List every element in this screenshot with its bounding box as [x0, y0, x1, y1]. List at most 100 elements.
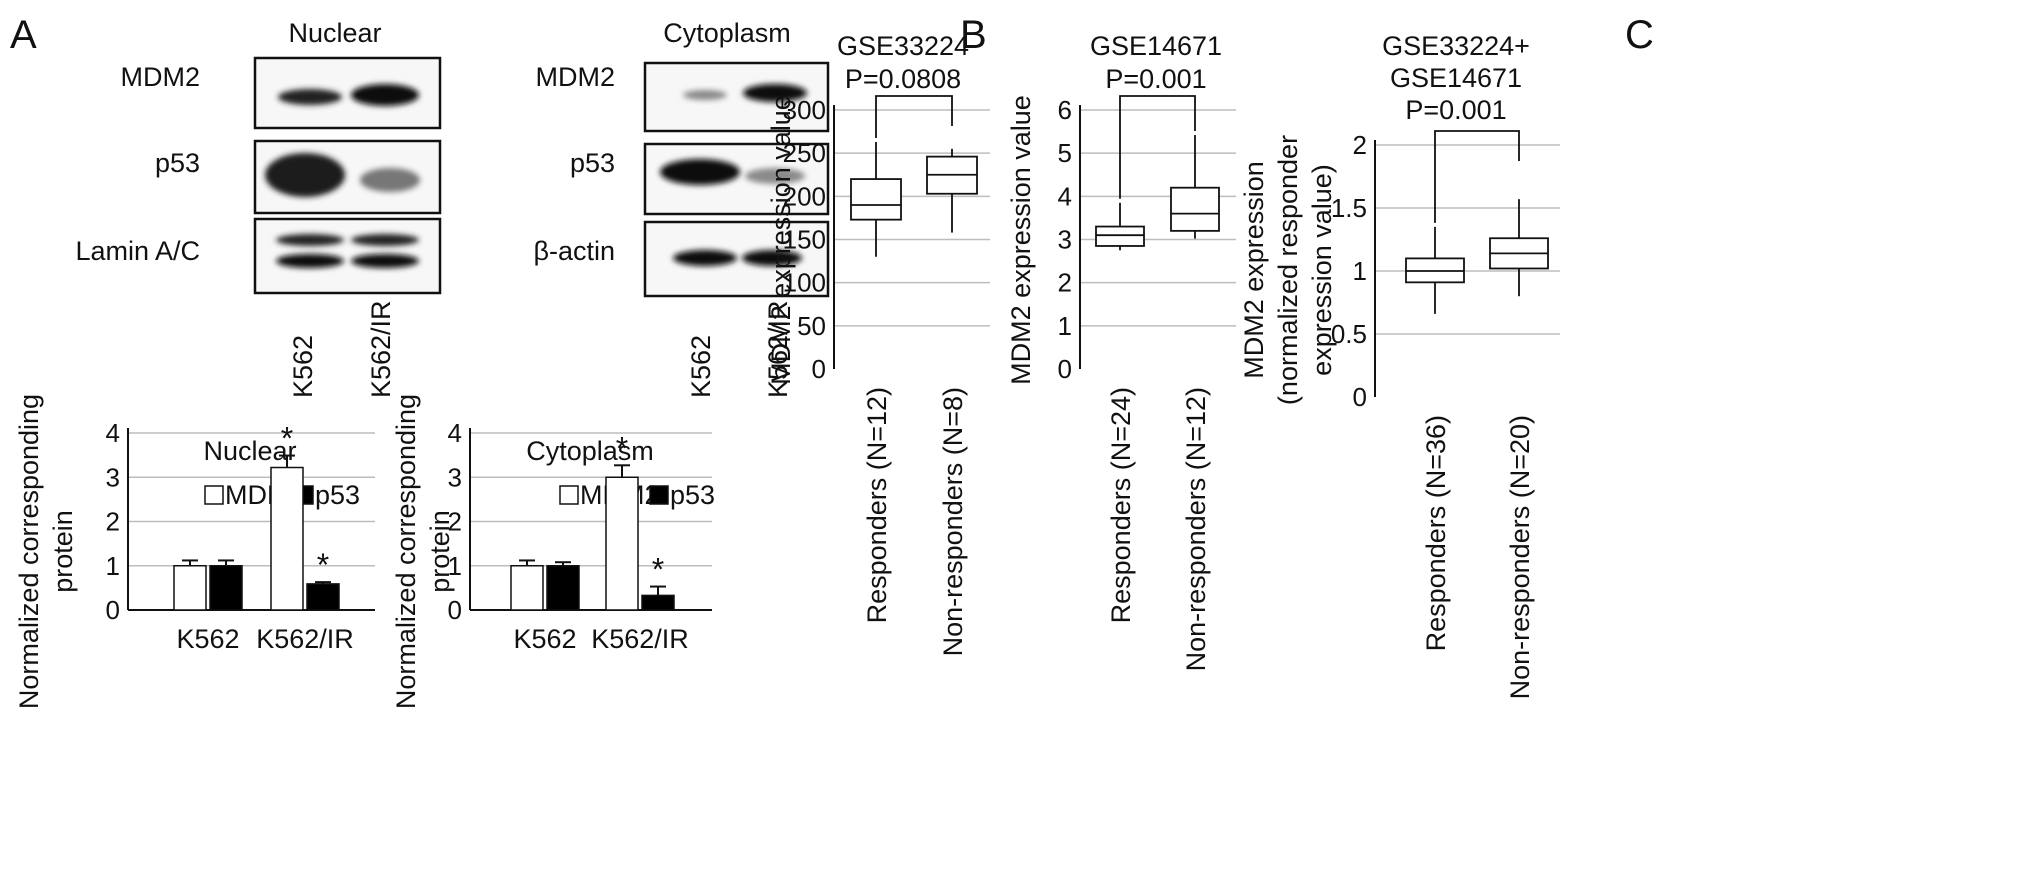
- y-axis-label-line: Normalized corresponding: [14, 394, 44, 709]
- legend-swatch: [204, 485, 224, 505]
- blot-strip: [253, 217, 442, 295]
- blot-band: [276, 254, 344, 268]
- panel-label-b: B: [960, 13, 987, 57]
- blot-band: [351, 84, 419, 106]
- bar: [306, 583, 340, 611]
- y-tick-label: 250: [783, 138, 826, 168]
- y-tick-label: 0: [1058, 354, 1072, 384]
- y-tick-label: 3: [448, 462, 462, 492]
- y-tick-label: 150: [783, 225, 826, 255]
- y-tick-label: 200: [783, 181, 826, 211]
- y-tick-label: 0: [1353, 382, 1367, 412]
- x-tick-label: K562: [513, 624, 576, 654]
- blot-band: [683, 90, 727, 100]
- significance-mark: *: [616, 430, 628, 466]
- nuclear-blot-title: Nuclear: [288, 18, 381, 48]
- charts-layer: 0 1 2 3 4 Nuclear MDM2 p53 Normalized correspond…: [14, 31, 1560, 709]
- x-tick-label: K562/IR: [256, 624, 354, 654]
- nuclear-row-label: Lamin A/C: [75, 236, 200, 266]
- blot-band: [276, 234, 344, 246]
- bar: [546, 565, 580, 611]
- chart-title: GSE33224+: [1382, 31, 1530, 61]
- chart-title: Nuclear: [203, 436, 296, 466]
- blot-band: [351, 234, 419, 246]
- blot-band: [360, 168, 420, 192]
- x-tick-label: K562: [176, 624, 239, 654]
- significance-bracket: [1434, 130, 1520, 223]
- bar: [641, 594, 675, 611]
- blot-band: [351, 254, 419, 268]
- chart-title: GSE33224: [837, 31, 969, 61]
- y-tick-label: 6: [1058, 95, 1072, 125]
- y-tick-label: 1.5: [1331, 193, 1367, 223]
- y-tick-label: 2: [1058, 268, 1072, 298]
- cytoplasm-blot: Cytoplasm MDM2 p53 β-actin K562 K562/IR: [533, 18, 830, 398]
- lane-label: K562/IR: [763, 300, 793, 398]
- y-tick-label: 1: [448, 551, 462, 581]
- x-tick-label: Non-responders (N=12): [1181, 387, 1211, 671]
- y-tick-label: 1: [1353, 256, 1367, 286]
- x-tick-label: Non-responders (N=20): [1505, 415, 1535, 699]
- bar: [209, 565, 243, 611]
- lane-label: K562: [686, 335, 716, 398]
- significance-mark: *: [281, 421, 293, 457]
- significance-bracket: [1119, 95, 1196, 199]
- y-axis-label: Normalized corresponding protein: [391, 394, 455, 709]
- y-axis-label-line: protein: [425, 510, 455, 593]
- panel-label-c: C: [1625, 13, 1654, 57]
- bar: [510, 565, 544, 611]
- blot-band: [742, 250, 802, 266]
- cytoplasm-row-label: p53: [570, 148, 615, 178]
- y-axis-label: MDM2 expression: [1239, 161, 1269, 379]
- y-axis-label: expression value): [1307, 164, 1337, 376]
- blot-band: [743, 84, 807, 102]
- chart-title: P=0.001: [1105, 64, 1206, 94]
- cytoplasm-row-label: β-actin: [533, 236, 615, 266]
- y-axis-label: (normalized responder: [1273, 135, 1303, 405]
- blot-band: [745, 168, 805, 184]
- significance-mark: *: [317, 547, 329, 583]
- y-tick-label: 3: [106, 462, 120, 492]
- legend-label: p53: [670, 480, 715, 510]
- chart-title: GSE14671: [1090, 31, 1222, 61]
- blot-band: [673, 250, 737, 266]
- y-tick-label: 0: [448, 595, 462, 625]
- box: [1170, 186, 1220, 232]
- y-tick-label: 50: [797, 311, 826, 341]
- y-axis-label: MDM2 expression value: [1006, 95, 1036, 385]
- y-tick-label: 0.5: [1331, 319, 1367, 349]
- y-tick-label: 1: [106, 551, 120, 581]
- panel-label-a: A: [10, 13, 37, 57]
- y-tick-label: 3: [1058, 225, 1072, 255]
- x-tick-label: Responders (N=24): [1106, 387, 1136, 623]
- y-tick-label: 300: [783, 95, 826, 125]
- lane-label: K562/IR: [366, 300, 396, 398]
- y-tick-label: 0: [812, 354, 826, 384]
- box: [850, 178, 902, 221]
- chart-title: P=0.001: [1405, 95, 1506, 125]
- nuclear-row-label: MDM2: [121, 62, 201, 92]
- legend-label: p53: [315, 480, 360, 510]
- x-tick-label: Responders (N=36): [1421, 415, 1451, 651]
- y-tick-label: 2: [448, 507, 462, 537]
- y-tick-label: 2: [106, 507, 120, 537]
- y-tick-label: 4: [106, 418, 120, 448]
- nuclear-blot: Nuclear MDM2 p53 Lamin A/C K562 K562/IR: [75, 18, 442, 398]
- lane-label: K562: [288, 335, 318, 398]
- legend-swatch: [649, 485, 669, 505]
- significance-mark: *: [652, 552, 664, 588]
- blot-band: [265, 153, 345, 197]
- y-axis-label: Normalized corresponding protein: [14, 394, 78, 709]
- x-tick-label: K562/IR: [591, 624, 689, 654]
- y-axis-label: MDM2 expression value: [766, 95, 796, 385]
- y-tick-label: 2: [1353, 130, 1367, 160]
- chart-title: Cytoplasm: [526, 436, 654, 466]
- y-tick-label: 0: [106, 595, 120, 625]
- bar: [605, 476, 639, 611]
- blot-band: [660, 159, 740, 185]
- y-tick-label: 4: [448, 418, 462, 448]
- y-axis-label-line: Normalized corresponding: [391, 394, 421, 709]
- y-tick-label: 1: [1058, 311, 1072, 341]
- bar: [173, 565, 207, 611]
